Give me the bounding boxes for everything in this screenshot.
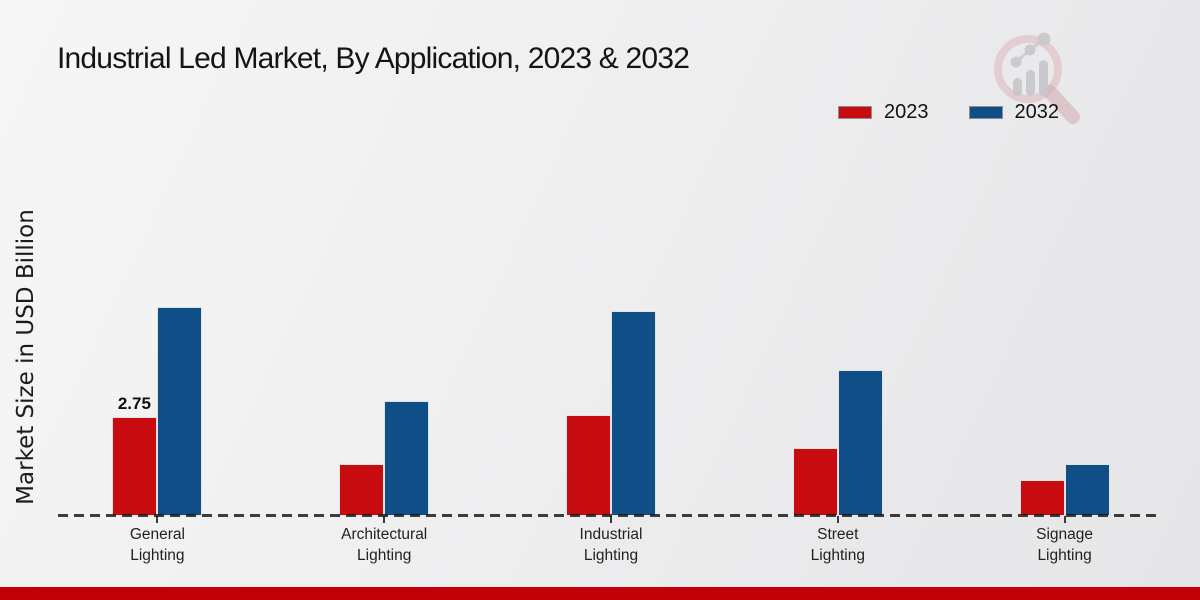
bar-2023-general-lighting — [112, 417, 158, 516]
bar-2023-street-lighting — [792, 447, 838, 516]
legend-swatch-2023 — [838, 106, 872, 119]
category-label-street-lighting: Street Lighting — [810, 526, 865, 564]
x-axis-tick — [610, 516, 612, 523]
trend-line-icon — [1010, 32, 1051, 68]
bar-2032-street-lighting — [837, 370, 883, 516]
category-label-architectural-lighting: Architectural Lighting — [341, 526, 428, 564]
chart-title: Industrial Led Market, By Application, 2… — [57, 42, 690, 75]
bar-2023-signage-lighting — [1019, 480, 1065, 516]
x-axis-tick — [383, 516, 386, 523]
legend: 2023 2032 — [838, 101, 1059, 124]
bar-2032-signage-lighting — [1064, 463, 1110, 516]
bar-2032-architectural-lighting — [384, 400, 430, 516]
legend-item-2023: 2023 — [838, 101, 929, 124]
x-axis-tick — [156, 516, 159, 523]
legend-item-2032: 2032 — [968, 101, 1060, 124]
bar-2023-industrial-lighting — [566, 415, 611, 516]
bar-2023-architectural-lighting — [339, 463, 385, 516]
legend-label-2032: 2032 — [1014, 101, 1060, 123]
category-label-general-lighting: General Lighting — [129, 526, 185, 564]
bar-value-label: 2.75 — [117, 394, 151, 413]
bar-2032-general-lighting — [157, 307, 203, 516]
bar-2032-industrial-lighting — [611, 310, 656, 516]
magnifier-ring-icon — [994, 35, 1062, 103]
bar-growth-icon — [1013, 60, 1048, 96]
category-label-industrial-lighting: Industrial Lighting — [579, 526, 643, 564]
legend-label-2023: 2023 — [884, 101, 929, 123]
footer-accent-bar — [0, 587, 1200, 600]
category-label-signage-lighting: Signage Lighting — [1036, 526, 1094, 564]
x-axis-tick — [836, 516, 839, 523]
legend-swatch-2032 — [968, 106, 1003, 119]
magnifier-handle-icon — [1043, 85, 1080, 124]
x-axis-tick — [1063, 516, 1066, 523]
market-research-watermark-logo — [994, 32, 1080, 124]
x-axis-baseline — [58, 514, 1162, 517]
